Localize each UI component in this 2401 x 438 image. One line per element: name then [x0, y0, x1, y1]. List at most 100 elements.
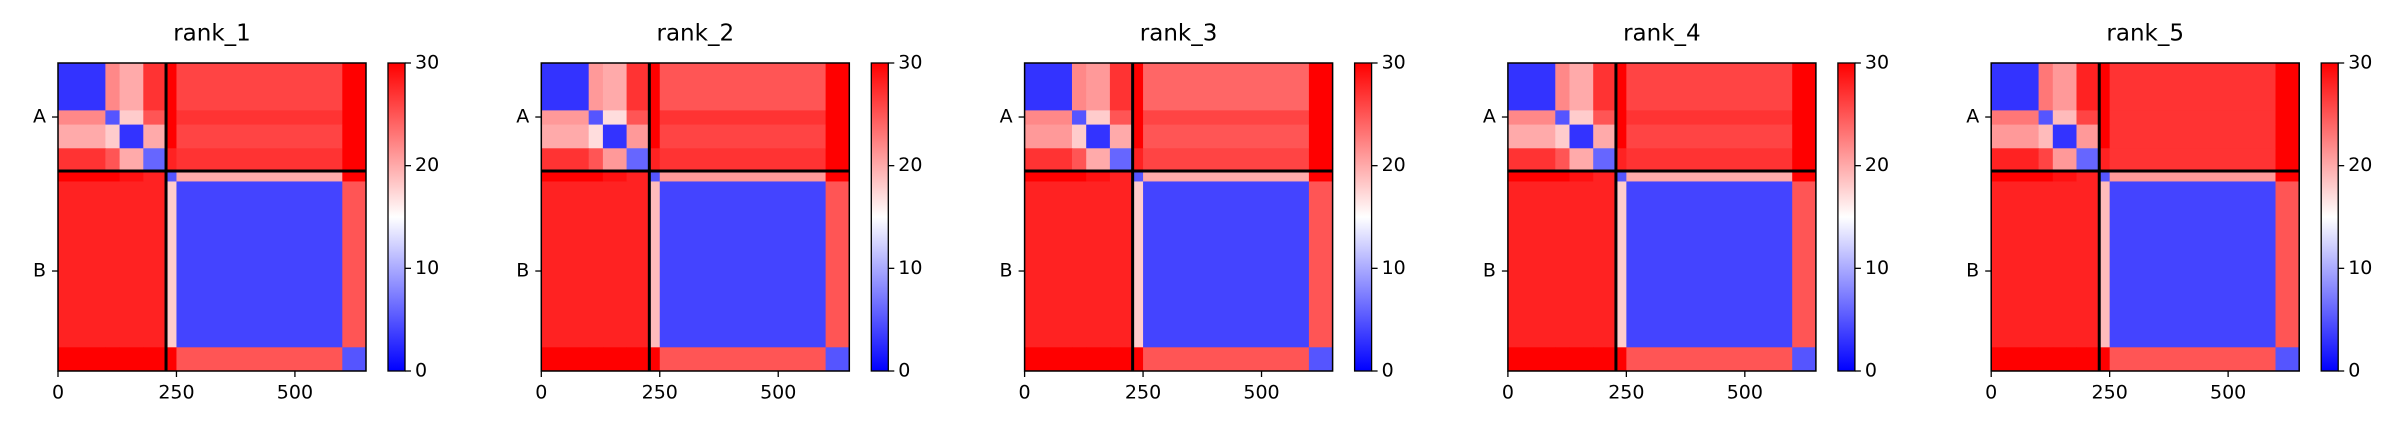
- heatmap-cell: [2038, 63, 2054, 111]
- heatmap-cell: [1109, 181, 1134, 348]
- heatmap-cell: [1132, 148, 1144, 172]
- heatmap-cell: [1593, 148, 1617, 172]
- heatmap-cell: [602, 347, 628, 372]
- panel: rank_5 0 250 500 A B 0 10 20 30: [1966, 21, 2372, 404]
- heatmap-cell: [1143, 110, 1310, 126]
- x-tick-label: 250: [1608, 382, 1644, 404]
- heatmap-cell: [1086, 63, 1111, 111]
- heatmap-cell: [588, 63, 604, 111]
- heatmap-cell: [2109, 181, 2277, 348]
- heatmap-cell: [119, 171, 144, 182]
- heatmap-cell: [143, 124, 167, 149]
- y-tick-label: B: [33, 260, 46, 282]
- heatmap-cell: [1615, 63, 1627, 111]
- heatmap-cell: [649, 124, 661, 149]
- colorbar-tick-label: 20: [898, 154, 922, 176]
- heatmap-cell: [1792, 63, 1817, 111]
- heatmap-cell: [588, 110, 604, 126]
- heatmap-cell: [649, 110, 661, 126]
- heatmap-cell: [2275, 171, 2300, 182]
- heatmap-cell: [1143, 148, 1310, 172]
- heatmap-cell: [342, 63, 367, 111]
- heatmap-cell: [143, 63, 167, 111]
- colorbar-tick-label: 0: [415, 360, 427, 382]
- heatmap-cell: [1626, 181, 1793, 348]
- heatmap-cell: [541, 171, 590, 182]
- heatmap-cell: [541, 148, 590, 172]
- heatmap-cell: [1555, 63, 1570, 111]
- heatmap-cell: [1626, 347, 1793, 372]
- panel: rank_2 0 250 500 A B 0 10 20 30: [516, 21, 922, 404]
- heatmap-cell: [342, 110, 367, 126]
- heatmap-cell: [1132, 171, 1144, 182]
- heatmap-cell: [602, 181, 628, 348]
- x-tick-label: 0: [1019, 382, 1031, 404]
- colorbar-tick-label: 10: [415, 257, 439, 279]
- heatmap-cell: [119, 148, 144, 172]
- heatmap-cell: [166, 181, 177, 348]
- heatmap-cell: [2038, 124, 2054, 149]
- heatmap-cell: [1507, 171, 1556, 182]
- heatmap-cell: [1143, 347, 1310, 372]
- heatmap-cell: [1593, 347, 1617, 372]
- heatmap-cell: [2099, 110, 2111, 126]
- heatmap-cell: [119, 347, 144, 372]
- heatmap-cell: [1626, 124, 1793, 149]
- colorbar: [1837, 62, 1856, 372]
- heatmap-cell: [541, 110, 590, 126]
- heatmap-cell: [1626, 171, 1793, 182]
- heatmap-cell: [1626, 63, 1793, 111]
- heatmap-cell: [1109, 347, 1134, 372]
- x-tick-label: 500: [1727, 382, 1763, 404]
- heatmap-cell: [2109, 148, 2277, 172]
- heatmap-cell: [143, 347, 167, 372]
- heatmap-cell: [2099, 63, 2111, 111]
- heatmap-cell: [626, 171, 650, 182]
- heatmap-cell: [2038, 148, 2054, 172]
- heatmap-cell: [166, 110, 177, 126]
- heatmap-cell: [659, 110, 827, 126]
- heatmap-cell: [1555, 124, 1570, 149]
- heatmap-cell: [119, 63, 144, 111]
- heatmap-cell: [1071, 124, 1087, 149]
- heatmap-cell: [1991, 63, 2040, 111]
- heatmap-cell: [649, 171, 661, 182]
- heatmap-cell: [1626, 148, 1793, 172]
- heatmap-cell: [1792, 124, 1817, 149]
- colorbar-tick-label: 10: [2348, 257, 2372, 279]
- heatmap-cell: [1024, 347, 1073, 372]
- heatmap-cell: [1593, 63, 1617, 111]
- heatmap-cell: [2099, 171, 2111, 182]
- heatmap-cell: [143, 181, 167, 348]
- heatmap-cell: [143, 148, 167, 172]
- heatmap-cell: [1569, 171, 1594, 182]
- heatmap-cell: [1308, 63, 1334, 111]
- colorbar: [387, 62, 406, 372]
- chart-title: rank_5: [2106, 21, 2184, 47]
- heatmap-cell: [1143, 181, 1310, 348]
- heatmap-cell: [2052, 63, 2077, 111]
- heatmap-cell: [1308, 181, 1334, 348]
- heatmap-cell: [1086, 171, 1111, 182]
- heatmap-cell: [626, 347, 650, 372]
- heatmap-cell: [1132, 347, 1144, 372]
- heatmap-cell: [1143, 171, 1310, 182]
- heatmap-cell: [1308, 171, 1334, 182]
- heatmap-cell: [588, 148, 604, 172]
- chart-title: rank_4: [1623, 21, 1701, 47]
- heatmap-cell: [2076, 63, 2100, 111]
- y-tick-label: A: [33, 106, 46, 128]
- heatmap-cell: [1569, 347, 1594, 372]
- heatmap-cell: [1593, 181, 1617, 348]
- heatmap-cell: [2109, 347, 2277, 372]
- heatmap-cell: [1615, 110, 1627, 126]
- heatmap-cell: [342, 148, 367, 172]
- heatmap-cell: [176, 63, 343, 111]
- heatmap-cell: [1991, 347, 2040, 372]
- heatmap-cell: [1086, 148, 1111, 172]
- x-tick-label: 250: [642, 382, 678, 404]
- heatmap-cell: [1991, 110, 2040, 126]
- heatmap-cell: [58, 171, 106, 182]
- heatmap-cell: [602, 124, 628, 149]
- heatmap-cell: [649, 347, 661, 372]
